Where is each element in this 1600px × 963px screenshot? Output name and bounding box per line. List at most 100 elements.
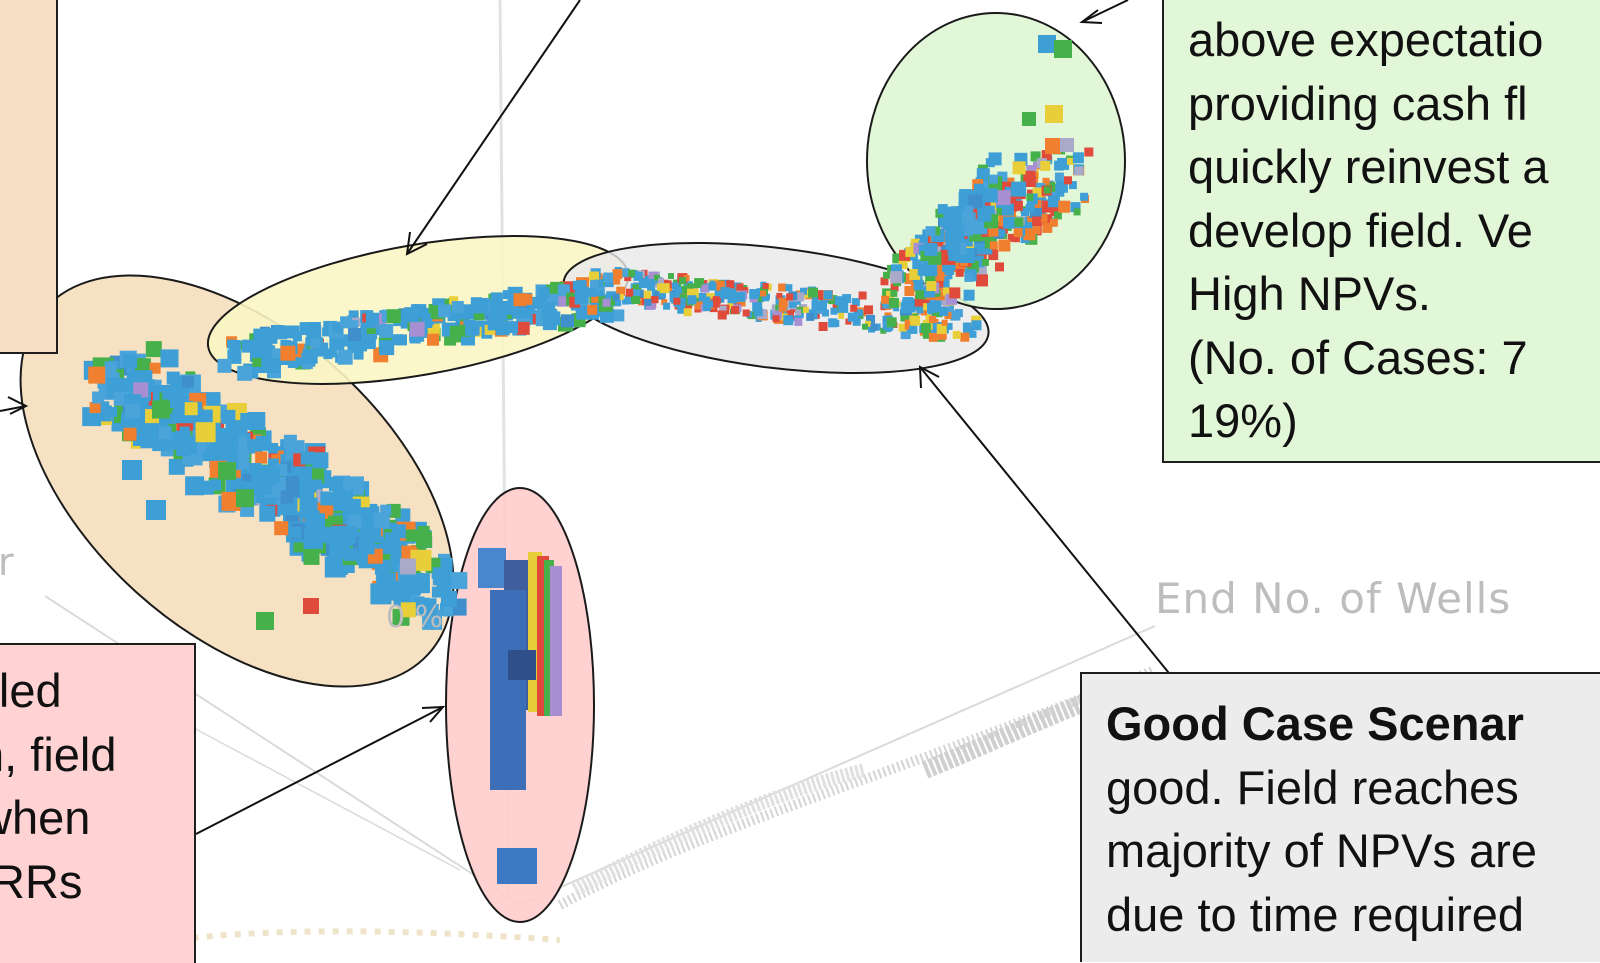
scenario-cube (880, 327, 887, 334)
scenario-cube (937, 330, 947, 340)
scenario-cube (989, 241, 998, 250)
scenario-cube (998, 229, 1006, 237)
scenario-cube (949, 287, 961, 299)
scenario-cube (960, 332, 970, 342)
scenario-cube (199, 451, 210, 462)
scenario-cube (343, 547, 357, 561)
scenario-cube (928, 332, 938, 342)
scenario-cube (333, 490, 349, 506)
scenario-cube (360, 334, 376, 349)
scenario-cube (648, 271, 659, 282)
scenario-cube (625, 288, 634, 297)
scenario-cube (217, 358, 232, 373)
scenario-cube (832, 319, 840, 327)
scenario-cube (280, 490, 294, 504)
scenario-cube (772, 310, 782, 320)
scenario-cube (772, 315, 780, 323)
scenario-cube (850, 304, 858, 312)
scenario-cube (1042, 222, 1053, 233)
scenario-cube (272, 348, 282, 359)
scenario-cube (899, 249, 910, 261)
scenario-cube (612, 309, 625, 322)
scenario-cube (925, 275, 936, 286)
scenario-cube (675, 297, 686, 308)
scenario-cube (742, 309, 750, 317)
scenario-cube (904, 319, 915, 330)
scenario-cube (702, 303, 711, 311)
scenario-cube (1012, 200, 1023, 211)
scenario-cube (946, 293, 957, 305)
scenario-cube (89, 402, 101, 414)
scenario-cube (812, 295, 819, 302)
scenario-cube (870, 323, 878, 331)
scenario-cube (168, 458, 185, 475)
scenario-cube (936, 323, 947, 334)
scenario-cube (762, 283, 769, 289)
scenario-cube (808, 287, 818, 298)
scenario-cube (130, 394, 142, 406)
scenario-cube (917, 263, 930, 276)
scenario-cube (963, 289, 975, 301)
scenario-cube (998, 239, 1011, 252)
scenario-cube (802, 306, 809, 313)
scenario-cube (786, 293, 794, 301)
scenario-cube (654, 291, 662, 299)
scenario-cube (988, 174, 998, 184)
scenario-cube (124, 393, 135, 404)
scenario-cube (756, 295, 764, 303)
scenario-cube (1043, 186, 1051, 194)
scenario-cube (305, 337, 315, 347)
scenario-cube (1012, 161, 1026, 175)
scenario-cube (1054, 172, 1064, 182)
scenario-cube (638, 299, 644, 306)
scenario-cube (386, 309, 401, 324)
red-cluster-column (478, 548, 562, 884)
scenario-cube (929, 322, 940, 333)
annotation-line: majority of NPVs are (1106, 824, 1537, 877)
scenario-cube (890, 289, 898, 297)
scenario-cube (591, 293, 602, 304)
scenario-cube (866, 314, 875, 324)
scenario-cube (179, 426, 190, 437)
scenario-cube (764, 293, 770, 300)
scenario-cube (890, 271, 903, 284)
scenario-cube (613, 277, 621, 285)
scenario-cube (1005, 195, 1017, 207)
scenario-cube (341, 334, 353, 346)
scenario-cube (546, 284, 556, 294)
scenario-cube (590, 279, 599, 288)
scenario-cube (900, 302, 912, 314)
scenario-cube (714, 280, 725, 291)
scenario-cube (522, 308, 532, 318)
annotation-line: quickly reinvest a (1188, 140, 1549, 193)
scenario-cube (249, 340, 262, 353)
scenario-cube (681, 285, 690, 294)
scenario-cube (1045, 105, 1063, 123)
scenario-cube (727, 303, 734, 310)
scenario-cube (976, 274, 988, 287)
scenario-cube (988, 152, 1002, 166)
scenario-cube (624, 295, 634, 305)
scenario-cube (795, 309, 802, 316)
scenario-cube (333, 339, 345, 351)
scenario-cube (516, 321, 530, 335)
scenario-cube (1033, 161, 1040, 169)
scenario-cube (945, 272, 953, 280)
scenario-cube (123, 354, 138, 369)
scenario-cubes (82, 35, 1094, 630)
scenario-cube (892, 253, 903, 264)
scenario-cube (943, 206, 954, 217)
annotation-bottom-left: illed n, field when IRRs (0, 643, 196, 963)
scenario-cube (830, 307, 838, 315)
scenario-cube (589, 271, 599, 282)
scenario-cube (936, 280, 944, 288)
scenario-cube (632, 296, 641, 304)
scenario-cube (595, 279, 604, 288)
scenario-cube (795, 292, 805, 302)
scenario-cube (107, 406, 118, 417)
scenario-cube (370, 583, 392, 605)
scenario-cube (856, 309, 864, 317)
scenario-cube (306, 325, 322, 341)
scenario-cube (935, 271, 945, 281)
scenario-cube (1022, 112, 1036, 126)
